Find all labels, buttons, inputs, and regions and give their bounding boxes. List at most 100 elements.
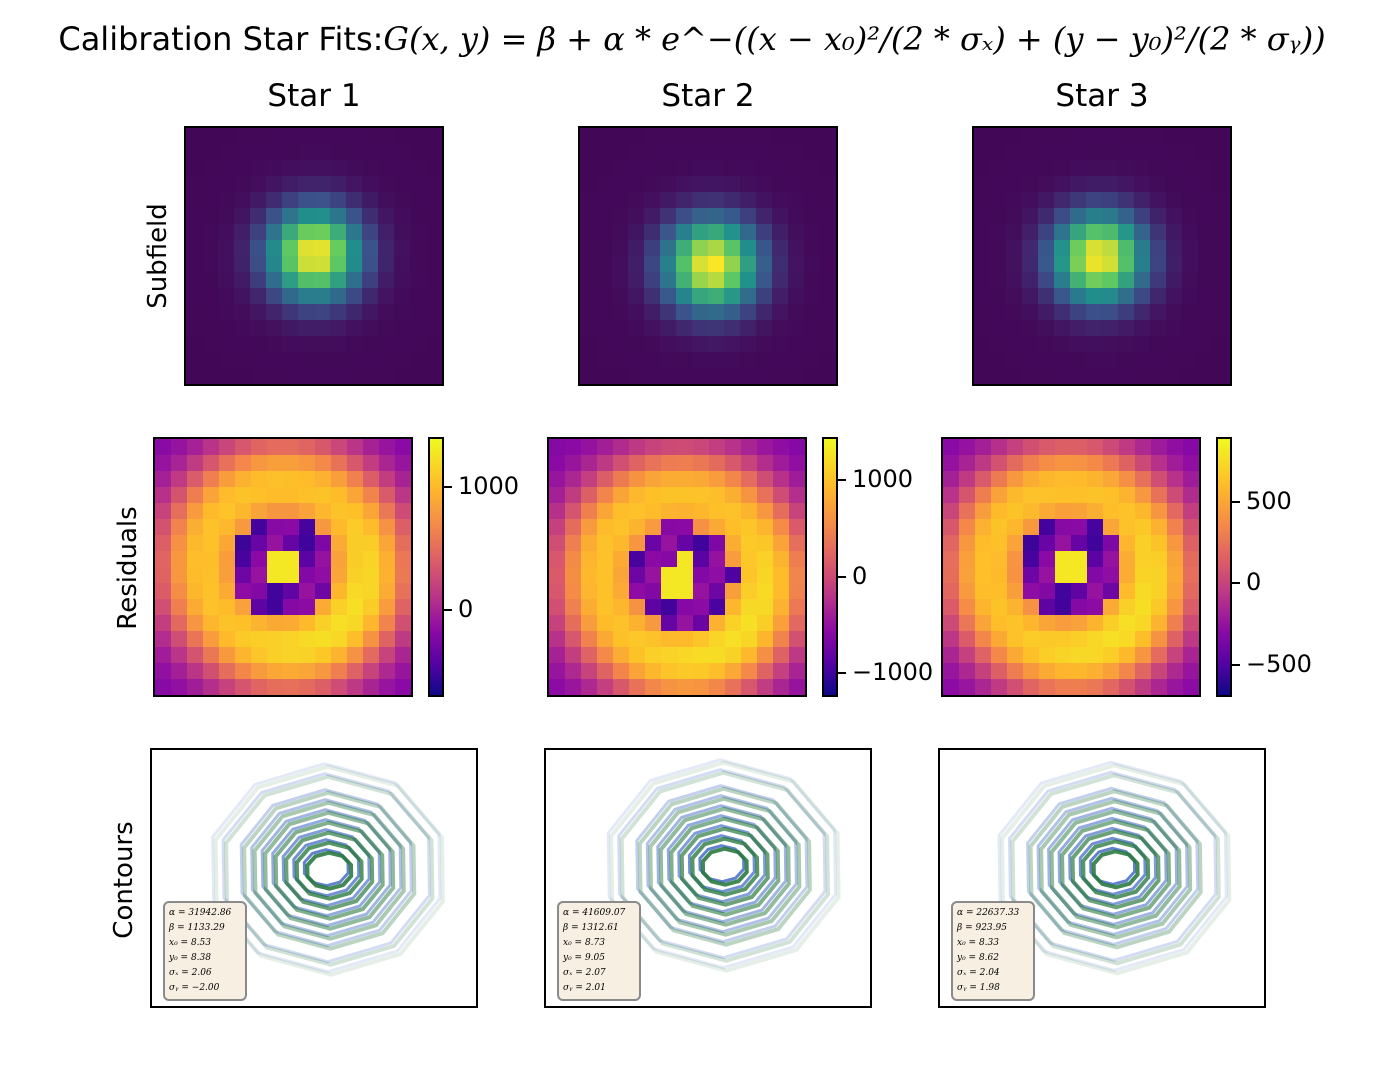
- data-contour: [1026, 786, 1200, 946]
- residual-pixel: [581, 551, 597, 567]
- subfield-pixel: [394, 192, 410, 208]
- subfield-pixel: [218, 224, 234, 240]
- subfield-pixel: [426, 208, 442, 224]
- residual-pixel: [203, 439, 219, 455]
- subfield-pixel: [1086, 336, 1102, 352]
- subfield-pixel: [1038, 288, 1054, 304]
- subfield-pixel: [298, 256, 314, 272]
- residual-pixel: [379, 631, 395, 647]
- subfield-pixel: [676, 160, 692, 176]
- residual-pixel: [1023, 535, 1039, 551]
- residual-pixel: [549, 519, 565, 535]
- residual-pixel: [379, 647, 395, 663]
- subfield-pixel: [788, 304, 804, 320]
- residual-pixel: [331, 663, 347, 679]
- subfield-pixel: [628, 256, 644, 272]
- subfield-pixel: [362, 256, 378, 272]
- residual-pixel: [693, 615, 709, 631]
- residual-pixel: [1167, 583, 1183, 599]
- residual-pixel: [267, 551, 283, 567]
- subfield-pixel: [724, 192, 740, 208]
- subfield-pixel: [1038, 240, 1054, 256]
- residual-pixel: [155, 439, 171, 455]
- subfield-pixel: [186, 160, 202, 176]
- subfield-pixel: [426, 256, 442, 272]
- subfield-pixel: [660, 336, 676, 352]
- subfield-pixel: [1166, 320, 1182, 336]
- subfield-pixel: [772, 144, 788, 160]
- subfield-pixel: [788, 208, 804, 224]
- residual-pixel: [1151, 679, 1167, 695]
- subfield-pixel: [1006, 256, 1022, 272]
- residual-pixel: [741, 615, 757, 631]
- fit-contour: [1060, 819, 1172, 920]
- subfield-pixel: [724, 160, 740, 176]
- residual-pixel: [267, 567, 283, 583]
- colorbar-tick: [838, 575, 846, 578]
- subfield-pixel: [1102, 144, 1118, 160]
- subfield-pixel: [202, 320, 218, 336]
- subfield-pixel: [596, 272, 612, 288]
- subfield-pixel: [250, 192, 266, 208]
- residual-pixel: [251, 583, 267, 599]
- residual-pixel: [709, 535, 725, 551]
- residual-pixel: [1151, 647, 1167, 663]
- residual-pixel: [757, 647, 773, 663]
- colorbar-tick: [1232, 663, 1240, 666]
- subfield-pixel: [202, 240, 218, 256]
- subfield-pixel: [378, 320, 394, 336]
- residual-pixel: [235, 663, 251, 679]
- residual-pixel: [299, 631, 315, 647]
- subfield-pixel: [394, 320, 410, 336]
- subfield-pixel: [394, 176, 410, 192]
- residual-pixel: [991, 583, 1007, 599]
- subfield-pixel: [660, 320, 676, 336]
- subfield-pixel: [772, 192, 788, 208]
- residual-pixel: [187, 679, 203, 695]
- residual-pixel: [1103, 599, 1119, 615]
- subfield-pixel: [596, 192, 612, 208]
- subfield-pixel: [708, 272, 724, 288]
- subfield-pixel: [724, 256, 740, 272]
- subfield-pixel: [1070, 304, 1086, 320]
- subfield-pixel: [1198, 304, 1214, 320]
- subfield-pixel: [740, 272, 756, 288]
- subfield-pixel: [298, 128, 314, 144]
- residual-pixel: [565, 679, 581, 695]
- subfield-pixel: [186, 240, 202, 256]
- colorbar-tick: [1232, 582, 1240, 585]
- residual-pixel: [741, 535, 757, 551]
- residual-pixel: [395, 487, 411, 503]
- subfield-pixel: [974, 304, 990, 320]
- residual-pixel: [315, 503, 331, 519]
- residual-pixel: [565, 439, 581, 455]
- subfield-pixel: [1214, 336, 1230, 352]
- residual-pixel: [1103, 535, 1119, 551]
- residual-pixel: [741, 487, 757, 503]
- subfield-pixel: [394, 288, 410, 304]
- subfield-pixel: [1118, 304, 1134, 320]
- residual-pixel: [1087, 551, 1103, 567]
- subfield-pixel: [1166, 128, 1182, 144]
- subfield-pixel: [596, 256, 612, 272]
- residual-pixel: [395, 455, 411, 471]
- residual-pixel: [677, 631, 693, 647]
- subfield-pixel: [202, 304, 218, 320]
- residual-pixel: [251, 519, 267, 535]
- residual-pixel: [741, 551, 757, 567]
- residual-pixel: [219, 679, 235, 695]
- subfield-pixel: [676, 288, 692, 304]
- subfield-pixel: [362, 368, 378, 384]
- subfield-pixel: [676, 176, 692, 192]
- subfield-pixel: [1102, 208, 1118, 224]
- residual-pixel: [975, 551, 991, 567]
- residual-pixel: [597, 663, 613, 679]
- residual-pixel: [725, 615, 741, 631]
- subfield-pixel: [298, 272, 314, 288]
- residual-pixel: [661, 679, 677, 695]
- subfield-pixel: [1118, 192, 1134, 208]
- subfield-pixel: [426, 144, 442, 160]
- residual-pixel: [709, 599, 725, 615]
- fit-contour: [242, 790, 417, 951]
- subfield-pixel: [1054, 368, 1070, 384]
